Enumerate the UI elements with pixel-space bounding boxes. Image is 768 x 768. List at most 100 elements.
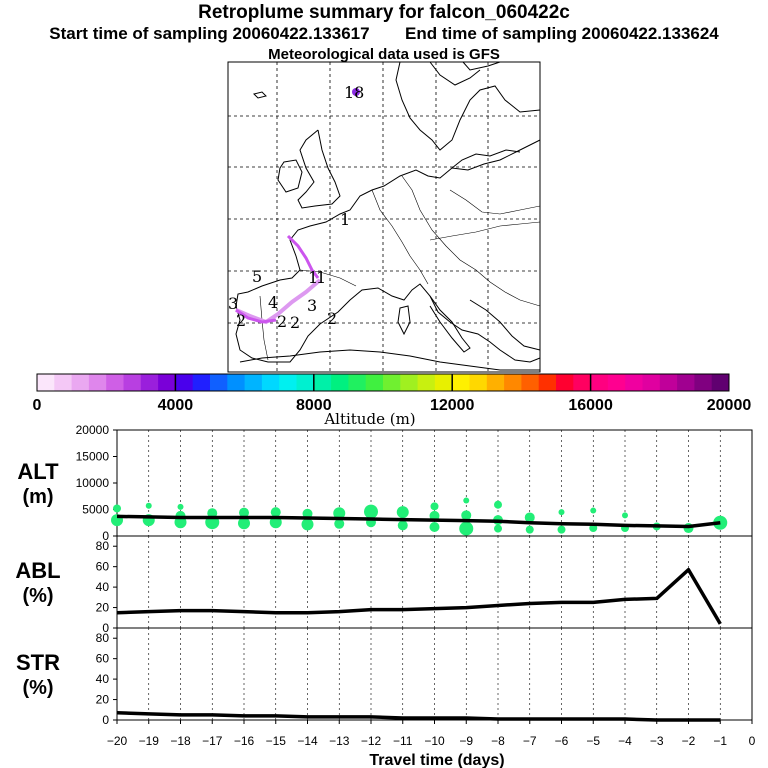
colorbar-cell: [296, 374, 315, 391]
y-tick-label: 5000: [82, 503, 109, 517]
cluster-point: [177, 503, 184, 510]
cluster-point: [113, 504, 121, 513]
sampling-times: Start time of sampling 20060422.133617 E…: [0, 24, 768, 44]
cluster-point: [461, 510, 472, 521]
cluster-point: [525, 525, 534, 534]
cluster-point: [463, 497, 470, 504]
x-tick-label: −5: [586, 734, 600, 748]
panel-str: 0 20 40 60 80 STR(%): [16, 627, 753, 727]
plume-path: [235, 88, 360, 325]
colorbar-ticks: 0 4000 8000 12000 16000 20000: [33, 374, 751, 414]
series-line-str: [116, 711, 721, 722]
y-tick-label: 40: [96, 580, 110, 594]
colorbar-cell: [227, 374, 246, 391]
x-tick-label: −20: [107, 734, 128, 748]
x-tick-label: −2: [682, 734, 696, 748]
release-point: [352, 88, 360, 96]
series-line-abl: [116, 567, 722, 625]
y-tick-label: 0: [102, 713, 109, 727]
colorbar-cell: [140, 374, 159, 391]
y-tick-label: 40: [96, 672, 110, 686]
colorbar-tick-label: 8000: [296, 397, 332, 414]
cluster-point: [459, 521, 474, 536]
x-tick-label: −13: [329, 734, 350, 748]
cluster-point: [270, 507, 281, 518]
x-tick-label: −3: [650, 734, 664, 748]
colorbar-cell: [486, 374, 505, 391]
colorbar-cell: [383, 374, 401, 391]
cluster-point: [558, 509, 565, 516]
y-axis-label: STR: [16, 650, 60, 675]
map-label: 18: [344, 83, 364, 102]
x-tick-label: 0: [749, 734, 756, 748]
cluster-point: [333, 507, 346, 520]
cluster-point: [238, 517, 250, 530]
colorbar-cell: [106, 374, 124, 391]
map-label: 1: [308, 268, 318, 287]
x-axis: −20 −19 −18 −17 −16 −15 −14 −13 −12 −11 −10 −9 −8 −7−…: [107, 720, 756, 748]
y-tick-label: 60: [96, 560, 110, 574]
y-tick-label: 20000: [76, 423, 110, 437]
map-label: 1: [316, 268, 326, 287]
chart-title: Retroplume summary for falcon_060422c: [198, 2, 570, 23]
cluster-point: [557, 525, 566, 534]
x-tick-label: −11: [393, 734, 413, 748]
colorbar-cell: [279, 374, 297, 391]
colorbar-cell: [556, 374, 574, 391]
colorbar-cell: [37, 374, 55, 391]
x-tick-label: −18: [170, 734, 191, 748]
colorbar-cell: [210, 374, 228, 391]
cluster-point: [397, 520, 408, 531]
colorbar-cells: [37, 374, 730, 391]
cluster-point: [364, 504, 378, 519]
x-tick-label: −9: [459, 734, 473, 748]
y-tick-label: 10000: [76, 476, 110, 490]
map-label: 2: [290, 313, 300, 332]
y-tick-label: 80: [96, 539, 110, 553]
y-tick-label: 60: [96, 652, 110, 666]
y-tick-label: 20: [96, 601, 110, 615]
x-tick-label: −10: [424, 734, 445, 748]
colorbar-cell: [625, 374, 643, 391]
colorbar-cell: [659, 374, 678, 391]
colorbar-cell: [331, 374, 349, 391]
cluster-point: [396, 506, 409, 519]
y-tick-label: 0: [102, 529, 109, 543]
start-time-label: Start time of sampling 20060422.133617: [49, 24, 370, 43]
x-tick-label: −6: [555, 734, 569, 748]
colorbar-cell: [158, 374, 176, 391]
cluster-point: [430, 502, 439, 511]
colorbar-frame: [36, 373, 730, 392]
coastlines: [235, 61, 541, 371]
y-axis-unit: (m): [22, 486, 53, 508]
colorbar: 0 4000 8000 12000 16000 20000 Altitude (m): [33, 373, 751, 428]
plume-track-north: [286, 234, 320, 279]
panel-abl: 0 20 40 60 80 ABL(%): [15, 535, 753, 635]
colorbar-cell: [677, 374, 695, 391]
x-tick-label: −19: [139, 734, 160, 748]
met-data-label: Meteorological data used is GFS: [268, 46, 500, 63]
cluster-point: [590, 507, 597, 514]
map-label: 3: [228, 294, 238, 313]
colorbar-cell: [348, 374, 367, 391]
colorbar-cell: [573, 374, 592, 391]
x-tick-label: −1: [713, 734, 727, 748]
colorbar-cell: [71, 374, 90, 391]
colorbar-cell: [365, 374, 384, 391]
colorbar-cell: [521, 374, 540, 391]
x-tick-label: −12: [361, 734, 382, 748]
cluster-point: [145, 502, 152, 509]
y-axis-label: ABL: [15, 558, 60, 583]
colorbar-tick-label: 0: [33, 397, 42, 414]
colorbar-cell: [400, 374, 419, 391]
colorbar-cell: [417, 374, 436, 391]
cluster-point: [524, 512, 535, 523]
colorbar-cell: [590, 374, 609, 391]
x-tick-label: −16: [234, 734, 255, 748]
plume-track-south: [235, 278, 322, 325]
map-frame: [227, 61, 541, 373]
x-tick-label: −8: [491, 734, 505, 748]
cluster-point: [622, 512, 628, 519]
y-tick-label: 20: [96, 693, 110, 707]
